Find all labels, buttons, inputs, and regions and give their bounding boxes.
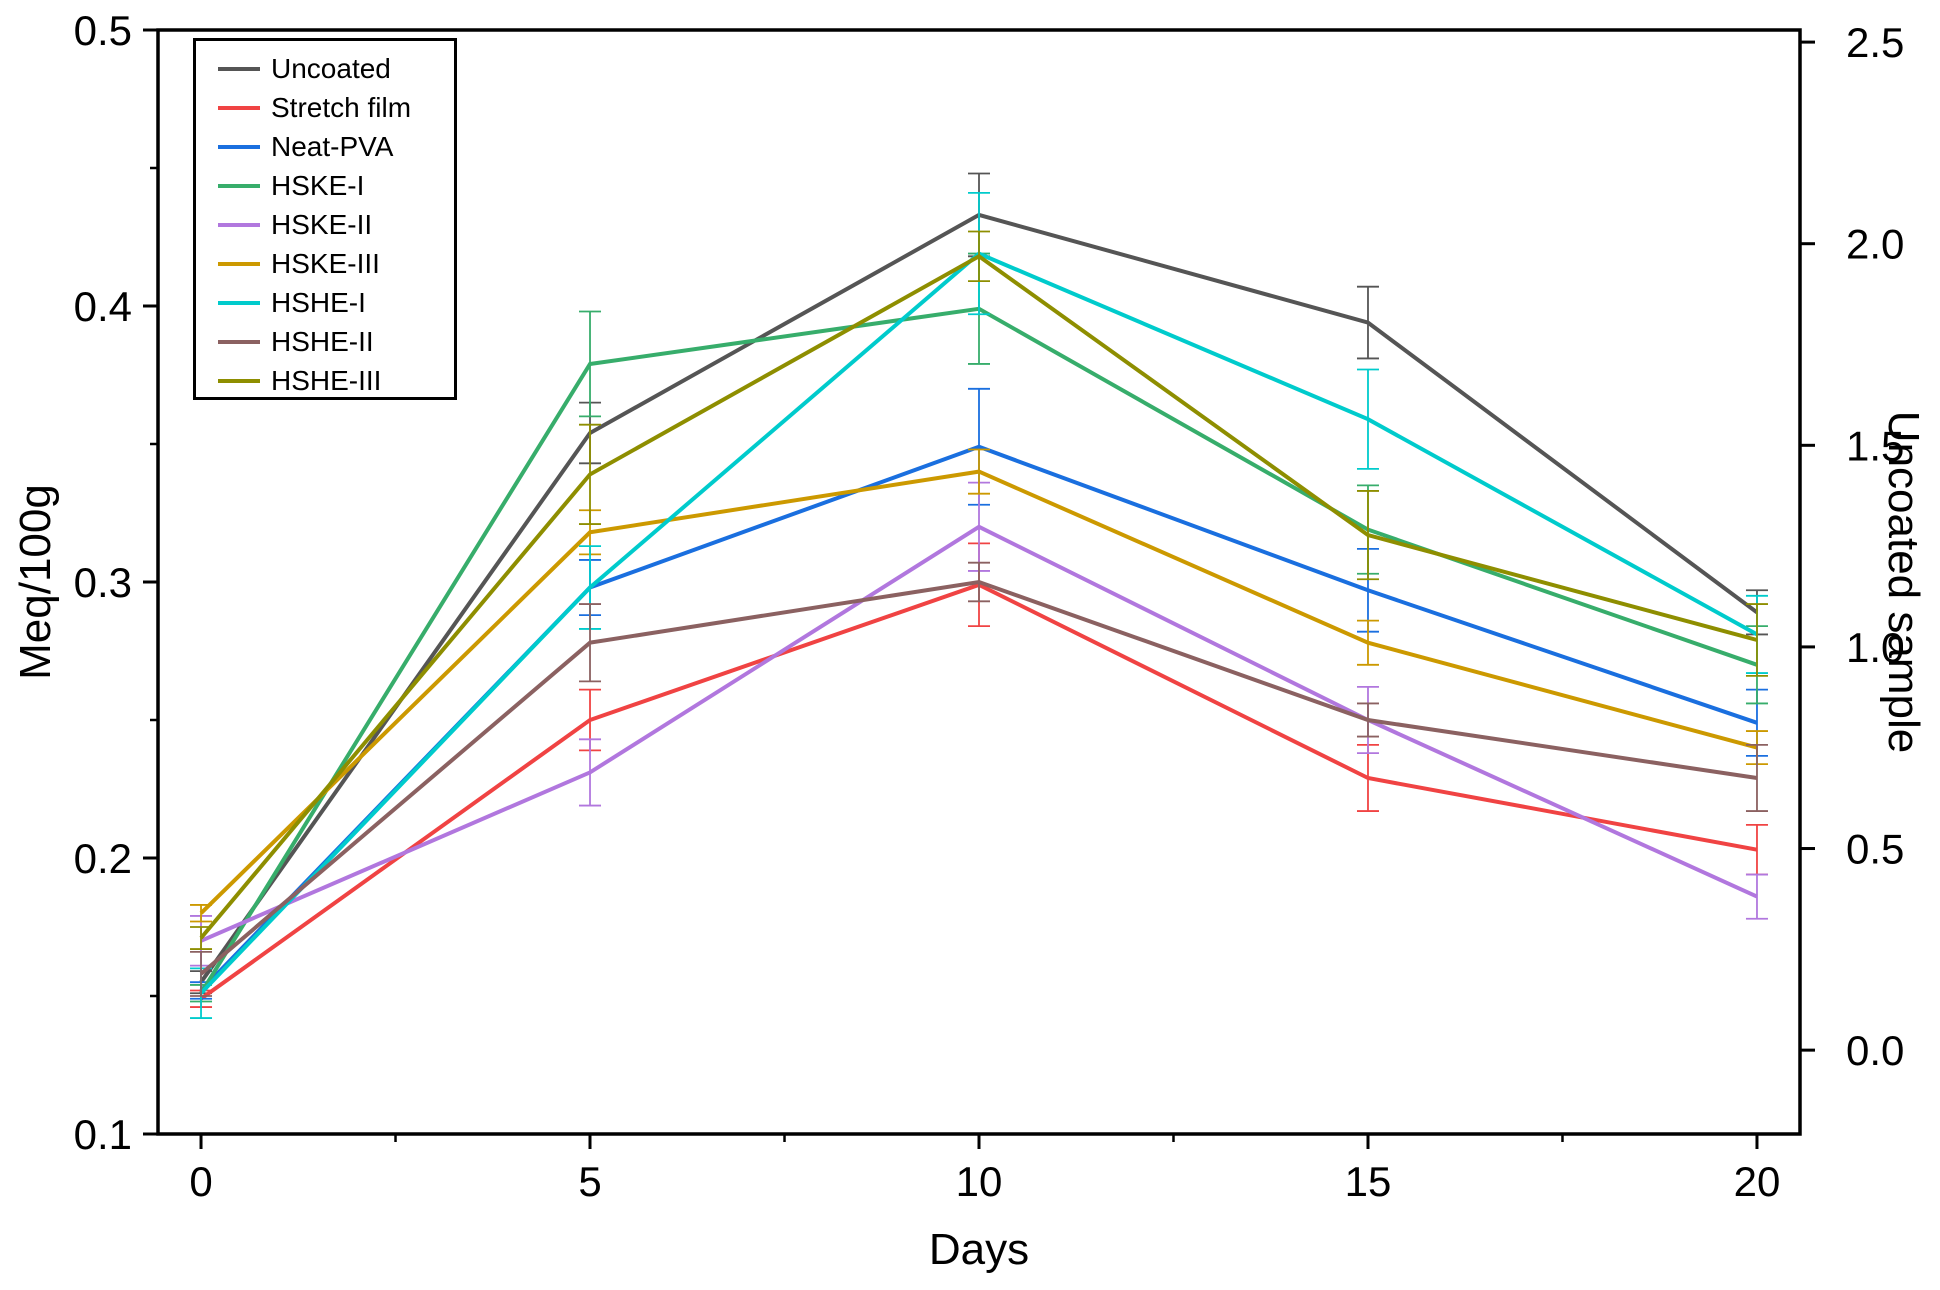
- legend-item: Neat-PVA: [196, 127, 454, 166]
- x-axis-label: Days: [928, 1225, 1030, 1274]
- legend-swatch-line: [218, 261, 260, 266]
- legend-swatch-line: [218, 144, 260, 149]
- legend-item: HSHE-II: [196, 322, 454, 361]
- x-tick-label: 10: [956, 1158, 1003, 1205]
- legend-item: Uncoated: [196, 49, 454, 88]
- y-left-tick-label: 0.3: [74, 559, 132, 606]
- legend-label: Stretch film: [271, 91, 412, 123]
- x-tick-label: 15: [1345, 1158, 1392, 1205]
- legend-label: HSHE-III: [271, 364, 382, 396]
- legend-swatch-line: [218, 66, 260, 71]
- legend-swatch-line: [218, 300, 260, 305]
- series-line-hshe-ii: [199, 579, 1758, 976]
- x-tick-label: 0: [189, 1158, 212, 1205]
- legend-item: HSHE-I: [196, 283, 454, 322]
- legend-label: HSKE-III: [271, 247, 380, 279]
- legend-item: HSHE-III: [196, 361, 454, 400]
- y-axis-label-left: Meq/100g: [11, 484, 60, 680]
- legend-item: HSKE-II: [196, 205, 454, 244]
- legend-label: Uncoated: [271, 52, 391, 84]
- legend-swatch-line: [218, 339, 260, 344]
- series-line-hske-ii: [200, 524, 1758, 943]
- y-left-tick-label: 0.2: [74, 835, 132, 882]
- legend-label: HSHE-II: [271, 325, 374, 357]
- x-tick-label: 20: [1734, 1158, 1781, 1205]
- series-line-hshe-iii: [199, 253, 1758, 940]
- y-right-tick-label: 2.0: [1846, 221, 1904, 268]
- legend-label: Neat-PVA: [271, 130, 394, 162]
- legend-item: Stretch film: [196, 88, 454, 127]
- legend-swatch-line: [218, 378, 260, 383]
- legend-swatch-line: [218, 183, 260, 188]
- y-left-tick-label: 0.5: [74, 7, 132, 54]
- legend-swatch-line: [218, 222, 260, 227]
- y-left-tick-label: 0.1: [74, 1111, 132, 1158]
- y-left-tick-label: 0.4: [74, 283, 132, 330]
- legend-item: HSKE-I: [196, 166, 454, 205]
- legend-label: HSKE-I: [271, 169, 365, 201]
- legend-label: HSHE-I: [271, 286, 366, 318]
- y-right-tick-label: 0.5: [1846, 826, 1904, 873]
- y-right-tick-label: 0.0: [1846, 1027, 1904, 1074]
- y-right-tick-label: 1.0: [1846, 624, 1904, 671]
- legend-item: HSKE-III: [196, 244, 454, 283]
- series-line-hske-iii: [199, 469, 1758, 915]
- legend-swatch-line: [218, 105, 260, 110]
- legend-label: HSKE-II: [271, 208, 373, 240]
- y-right-tick-label: 2.5: [1846, 19, 1904, 66]
- legend: Uncoated Stretch film Neat-PVA HSKE-I HSKE-I…: [193, 38, 457, 400]
- x-tick-label: 5: [578, 1158, 601, 1205]
- y-axis-label-right: Uncoated sample: [1879, 410, 1928, 754]
- y-right-tick-label: 1.5: [1846, 422, 1904, 469]
